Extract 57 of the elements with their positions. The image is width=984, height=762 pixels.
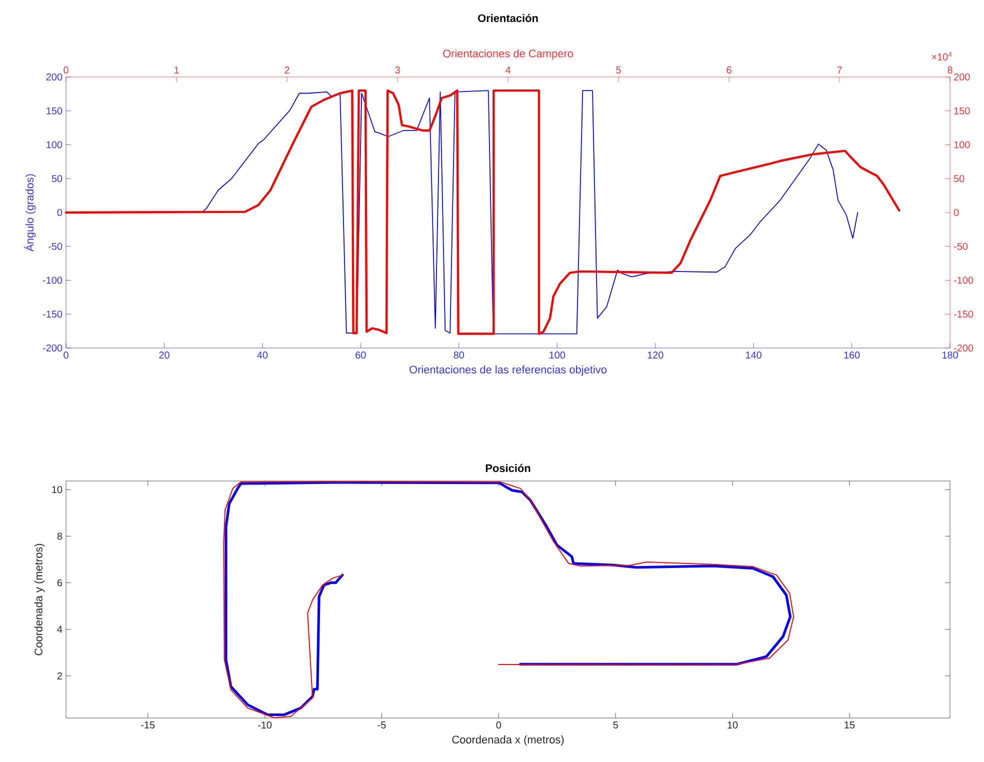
y-axis-title: Ángulo (grados) xyxy=(24,174,36,252)
y-tick-label: 0 xyxy=(57,208,62,216)
y-tick-label: -50 xyxy=(48,242,62,250)
y2-tick-label: 150 xyxy=(954,107,970,114)
text: ×10$^{4}$ xyxy=(932,52,952,60)
x-tick-label: 140 xyxy=(746,352,762,359)
x2-tick-label: 0 xyxy=(64,66,68,74)
x-tick-label: 10 xyxy=(728,722,738,729)
x2-tick-label: 1 xyxy=(174,66,179,74)
y2-tick-label: -50 xyxy=(954,242,968,250)
y2-tick-label: -100 xyxy=(954,276,974,284)
y2-tick-label: 50 xyxy=(954,175,964,182)
chart-title: Orientación xyxy=(478,14,538,22)
x-tick-label: 80 xyxy=(454,352,464,359)
x-tick-label: 120 xyxy=(648,352,664,359)
x-tick-label: 15 xyxy=(844,722,855,728)
x2-tick-label: 4 xyxy=(505,66,510,74)
y-tick-label: 10 xyxy=(52,486,62,494)
y-tick-label: 6 xyxy=(57,579,62,586)
y-tick-label: 2 xyxy=(57,672,62,680)
x-axis-title: Coordenada x (metros) xyxy=(452,735,564,746)
x-tick-label: -10 xyxy=(258,722,272,729)
x-tick-label: 5 xyxy=(613,722,618,728)
x2-tick-label: 7 xyxy=(837,66,842,74)
y-tick-label: 200 xyxy=(46,73,62,81)
x-tick-label: -15 xyxy=(141,722,155,728)
x2-axis-title: Orientaciones de Campero xyxy=(443,49,573,60)
y2-tick-label: 0 xyxy=(954,208,959,216)
x-tick-label: -5 xyxy=(378,722,386,728)
y-tick-label: 100 xyxy=(46,141,62,148)
x2-tick-label: 5 xyxy=(616,66,621,74)
x-tick-label: 100 xyxy=(550,352,566,359)
y-axis-title: Coordenada y (metros) xyxy=(34,544,45,656)
x-tick-label: 60 xyxy=(356,352,366,359)
x2-tick-label: 3 xyxy=(395,66,400,74)
y2-tick-label: -150 xyxy=(954,310,974,318)
x2-tick-label: 2 xyxy=(284,66,290,74)
x2-tick-label: 6 xyxy=(726,66,732,74)
x-axis-title: Orientaciones de las referencias objetivo xyxy=(410,365,606,376)
y-tick-label: 4 xyxy=(57,626,62,633)
x-tick-label: 20 xyxy=(159,352,170,359)
x2-tick-label: 8 xyxy=(948,66,952,74)
y-tick-label: 50 xyxy=(52,175,62,182)
x-tick-label: 40 xyxy=(257,352,268,359)
x-tick-label: 160 xyxy=(844,352,860,359)
y2-tick-label: 200 xyxy=(954,73,970,81)
x-tick-label: 180 xyxy=(942,352,958,359)
y-tick-label: 150 xyxy=(46,107,62,114)
y-tick-label: -200 xyxy=(42,344,62,352)
y2-tick-label: 100 xyxy=(954,141,970,148)
y2-tick-label: -200 xyxy=(954,344,974,352)
y-tick-label: 8 xyxy=(57,532,62,540)
x-tick-label: 0 xyxy=(496,722,502,729)
y-tick-label: -150 xyxy=(42,310,62,318)
x-tick-label: 0 xyxy=(64,352,68,359)
y-tick-label: -100 xyxy=(42,276,62,284)
chart-title: Posición xyxy=(486,464,530,472)
